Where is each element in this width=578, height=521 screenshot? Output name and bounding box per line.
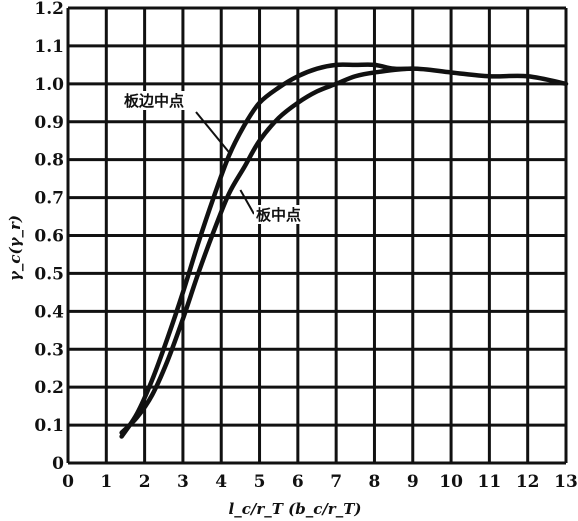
grid	[66, 6, 568, 465]
y-tick-label: 1.2	[34, 0, 64, 19]
x-tick-labels: 0 1 2 3 4 5 6 7 8 9 10 11 12 13	[62, 472, 578, 492]
y-tick-labels: 0 0.1 0.2 0.3 0.4 0.5 0.6 0.7 0.8 0.9 1.0 1.1 1.2	[34, 0, 64, 474]
x-tick-label: 0	[62, 472, 74, 492]
annotation-leader	[195, 111, 230, 153]
y-axis-label: γ_c(γ_r)	[6, 215, 24, 281]
series-line-plate-center	[119, 66, 569, 435]
y-tick-label: 0.6	[34, 227, 64, 247]
annotation-bg	[122, 91, 190, 110]
x-axis-label: l_c/r_T (b_c/r_T)	[229, 500, 362, 518]
annotation-label: 板中点	[256, 206, 301, 224]
y-tick-label: 0.9	[34, 113, 64, 133]
y-tick-label: 0.1	[34, 416, 64, 436]
annotation-leader	[239, 189, 255, 215]
x-tick-label: 5	[254, 472, 266, 492]
x-tick-label: 11	[478, 472, 502, 492]
annotation-bg	[254, 205, 306, 224]
series-lines	[119, 62, 569, 439]
y-tick-label: 0.3	[34, 340, 64, 360]
x-tick-label: 6	[292, 472, 304, 492]
y-tick-label: 1.0	[34, 75, 64, 95]
x-tick-label: 13	[554, 472, 578, 492]
x-tick-label: 7	[330, 472, 342, 492]
x-tick-label: 3	[177, 472, 189, 492]
y-tick-label: 0.4	[34, 302, 64, 322]
annotation-label: 板边中点	[124, 92, 184, 110]
y-tick-label: 0.2	[34, 378, 64, 398]
y-tick-label: 0.5	[34, 264, 64, 284]
x-tick-label: 8	[369, 472, 381, 492]
x-tick-label: 1	[100, 472, 112, 492]
x-tick-label: 9	[407, 472, 419, 492]
series-line-plate-edge-midpoint	[119, 62, 416, 439]
x-tick-label: 4	[215, 472, 227, 492]
y-tick-label: 1.1	[34, 37, 64, 57]
x-tick-label: 10	[439, 472, 463, 492]
y-tick-label: 0	[52, 454, 64, 474]
x-tick-label: 12	[516, 472, 540, 492]
x-tick-label: 2	[139, 472, 151, 492]
y-tick-label: 0.7	[34, 189, 64, 209]
y-tick-label: 0.8	[34, 151, 64, 171]
